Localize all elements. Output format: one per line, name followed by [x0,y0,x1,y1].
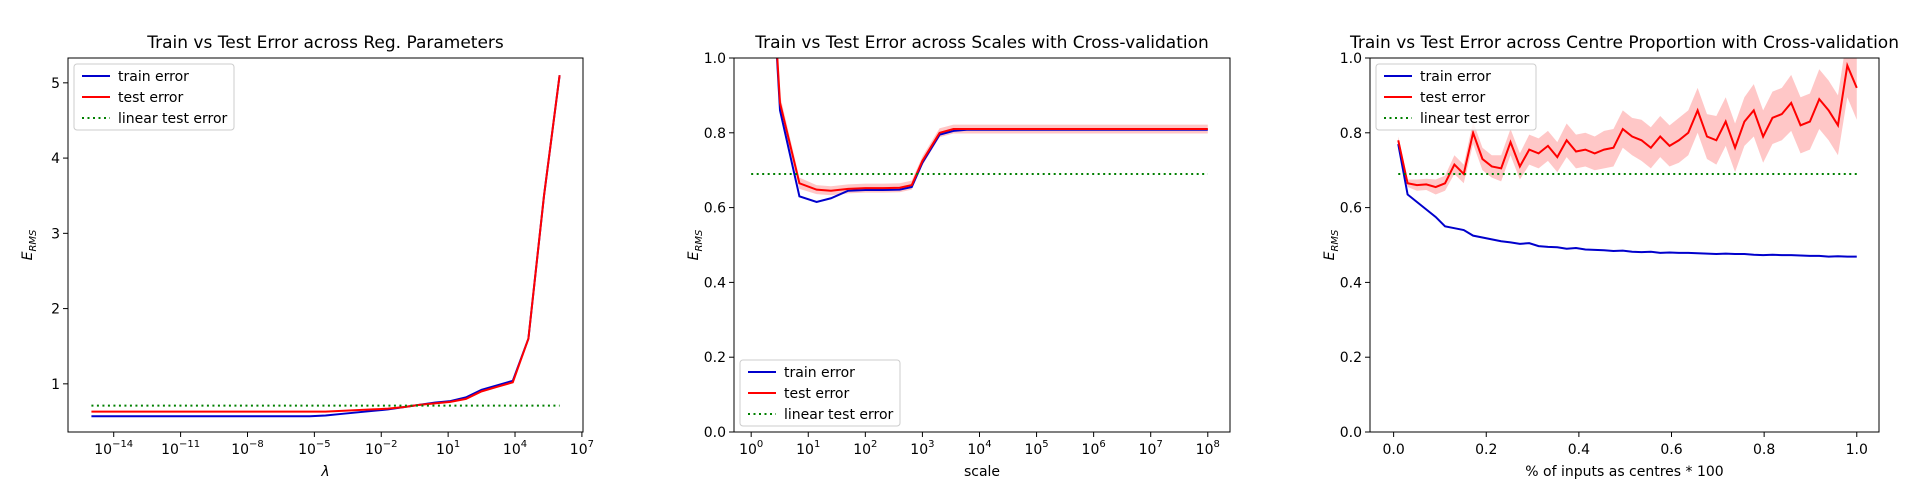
x-tick-label: 0.4 [1568,442,1590,458]
x-tick-label: 107 [570,439,594,458]
x-tick-label: 101 [436,439,460,458]
y-tick-label: 0.8 [704,126,726,142]
x-tick-label: 0.0 [1382,442,1404,458]
legend-label: train error [118,69,189,85]
y-tick-label: 3 [51,226,60,242]
x-tick-label: 100 [739,439,763,458]
series-line [1397,61,1858,189]
series-line [1397,143,1857,258]
y-tick-label: 0.8 [1340,126,1362,142]
subplot: 0.0 0.2 0.4 0.6 0.8 1.00.00.20.40.60.81.0Trai… [1322,33,1899,480]
plot-area [751,58,1208,204]
y-tick-label: 1.0 [704,51,726,67]
plot-area [1397,58,1858,258]
x-tick-label: 103 [910,439,934,458]
y-tick-label: 0.6 [704,201,726,217]
y-axis-label: ERMS [1322,229,1341,260]
x-tick-label: 104 [503,439,527,458]
x-tick-label: 0.6 [1660,442,1682,458]
x-tick-label: 106 [1082,439,1106,458]
legend-label: test error [118,90,183,106]
legend-box [73,63,235,131]
legend: train error test error linear test error [1375,63,1537,131]
legend-label: train error [1420,69,1491,85]
legend-box [739,359,901,427]
x-tick-label: 10−5 [298,439,331,458]
x-tick-label: 10−8 [231,439,264,458]
x-tick-label: 101 [796,439,820,458]
x-tick-label: 108 [1196,439,1220,458]
x-axis-label: scale [964,464,1000,480]
y-tick-label: 0.2 [704,350,726,366]
x-tick-label: 105 [1024,439,1048,458]
x-tick-label: 10−11 [161,439,200,458]
legend: train error test error linear test error [739,359,901,427]
legend-label: linear test error [118,111,228,127]
legend-label: linear test error [784,407,894,423]
y-tick-label: 0.0 [704,425,726,441]
x-axis-label: % of inputs as centres * 100 [1525,464,1723,480]
y-axis-label: ERMS [20,229,39,260]
axes-frame [67,57,584,433]
series-line [91,75,561,418]
plot-area [91,75,561,418]
error-band [776,58,1208,196]
axes-frame [1369,57,1880,433]
x-tick-label: 1.0 [1846,442,1868,458]
legend-label: linear test error [1420,111,1530,127]
error-band [1398,58,1857,195]
subplot: 10−14 10−11 10−8 10−5 10−2 101 104 107 1 2 3 4 5 Trai… [20,33,594,480]
legend-label: test error [1420,90,1485,106]
y-tick-label: 1 [51,377,60,393]
y-tick-label: 0.0 [1340,425,1362,441]
chart-title: Train vs Test Error across Scales with C… [754,33,1209,53]
series-line [91,75,561,413]
axes-frame [733,57,1231,433]
legend-label: test error [784,386,849,402]
x-axis-label: λ [320,464,329,480]
x-tick-label: 10−2 [365,439,398,458]
series-line [775,58,1208,204]
x-tick-label: 10−14 [94,439,133,458]
y-tick-label: 0.6 [1340,201,1362,217]
y-tick-label: 0.4 [704,275,726,291]
chart-title: Train vs Test Error across Centre Propor… [1349,33,1899,53]
x-tick-label: 0.8 [1753,442,1775,458]
y-axis-label: ERMS [686,229,705,260]
y-tick-label: 4 [51,151,60,167]
x-tick-label: 0.2 [1475,442,1497,458]
x-tick-label: 102 [853,439,877,458]
y-tick-label: 0.2 [1340,350,1362,366]
x-tick-label: 104 [967,439,991,458]
chart-title: Train vs Test Error across Reg. Paramete… [146,33,504,53]
y-tick-label: 1.0 [1340,51,1362,67]
series-line [776,58,1208,192]
y-tick-label: 5 [51,76,60,92]
x-tick-label: 107 [1139,439,1163,458]
legend-box [1375,63,1537,131]
legend: train error test error linear test error [73,63,235,131]
legend-label: train error [784,365,855,381]
y-tick-label: 0.4 [1340,275,1362,291]
subplot: 100 101 102 103 104 105 106 107 108 0.0 0.2 0.4 0.6 0… [686,33,1231,480]
y-tick-label: 2 [51,302,60,318]
